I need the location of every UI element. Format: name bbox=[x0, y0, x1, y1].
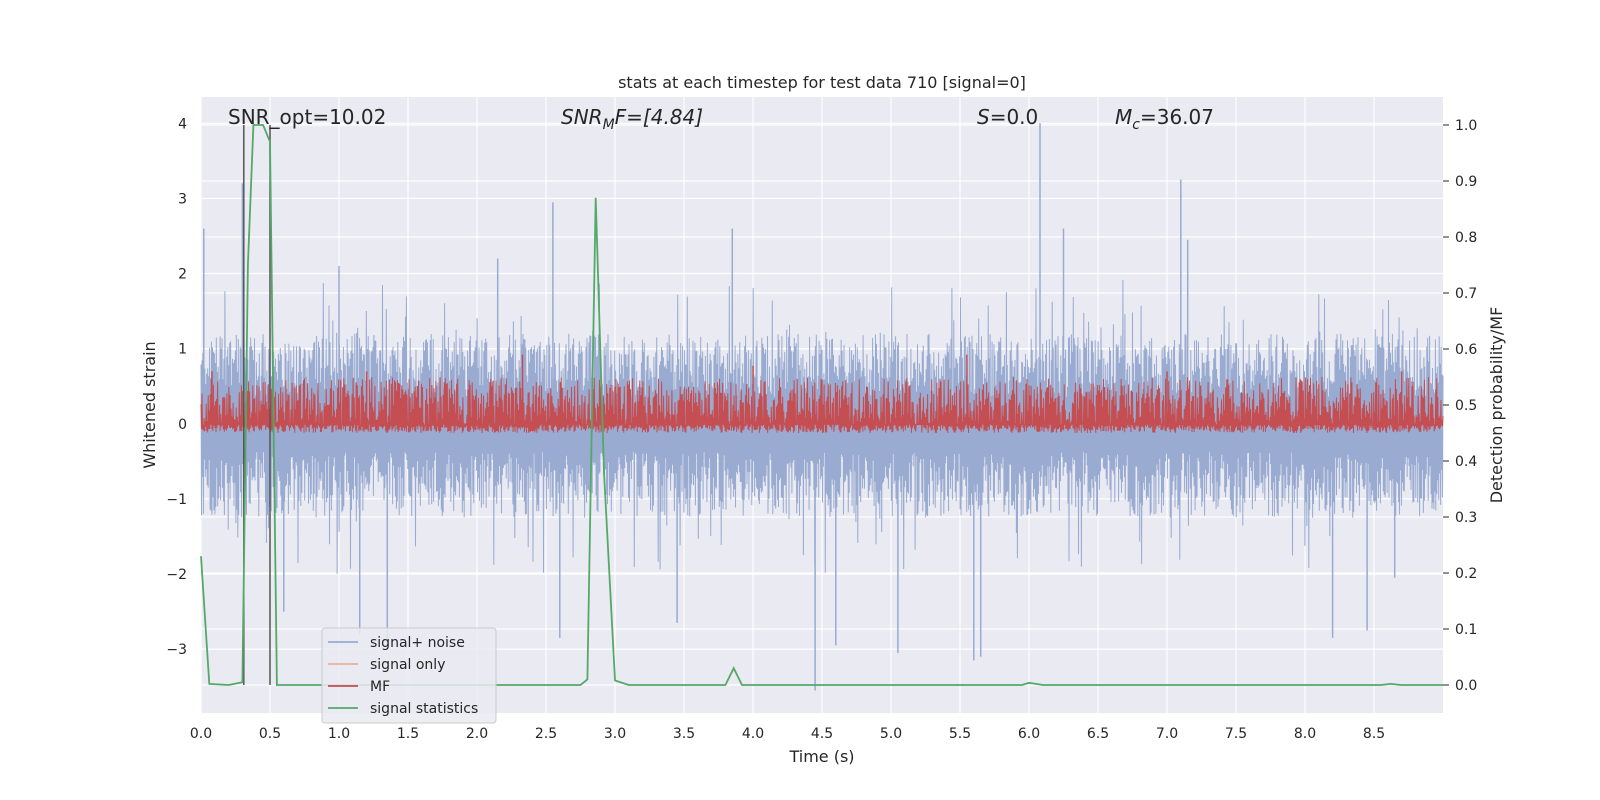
y-right-tick-label-6: 0.6 bbox=[1455, 342, 1477, 358]
y-right-axis-label: Detection probability/MF bbox=[1487, 307, 1506, 504]
x-tick-label-17: 8.5 bbox=[1363, 726, 1385, 742]
signal-noise-spikes bbox=[203, 123, 1396, 691]
y-left-axis-label: Whitened strain bbox=[140, 341, 159, 468]
x-tick-label-12: 6.0 bbox=[1018, 726, 1040, 742]
y-right-tick-label-8: 0.8 bbox=[1455, 230, 1477, 246]
s-annotation: S=0.0 bbox=[977, 105, 1038, 129]
x-axis-ticks: 0.0 0.5 1.0 1.5 2.0 2.5 3.0 3.5 4.0 4.5 5.0 5.5 6.0 6… bbox=[190, 726, 1385, 742]
y-left-tick-label-7: 4 bbox=[178, 116, 187, 132]
mc-symbol: M bbox=[1115, 105, 1132, 129]
y-left-tick-label-6: 3 bbox=[178, 191, 187, 207]
mc-rest: =36.07 bbox=[1140, 105, 1214, 129]
y-left-tick-label-5: 2 bbox=[178, 267, 187, 283]
y-right-tick-label-7: 0.7 bbox=[1455, 286, 1477, 302]
legend-label-signal-only: signal only bbox=[370, 657, 445, 673]
mf-series bbox=[200, 377, 1444, 434]
y-right-tick-label-2: 0.2 bbox=[1455, 566, 1477, 582]
x-tick-label-1: 0.5 bbox=[259, 726, 281, 742]
y-right-tick-label-10: 1.0 bbox=[1455, 118, 1477, 134]
x-tick-label-16: 8.0 bbox=[1294, 726, 1316, 742]
legend-label-signal-statistics: signal statistics bbox=[370, 701, 478, 717]
legend-label-signal-noise: signal+ noise bbox=[370, 635, 465, 651]
s-symbol: S bbox=[977, 105, 990, 129]
y-right-tick-label-5: 0.5 bbox=[1455, 398, 1477, 414]
y-left-tick-label-1: −2 bbox=[166, 567, 187, 583]
x-tick-label-10: 5.0 bbox=[880, 726, 902, 742]
snr-mf-symbol: SNR bbox=[561, 105, 603, 129]
y-right-tick-label-4: 0.4 bbox=[1455, 454, 1477, 470]
x-tick-label-0: 0.0 bbox=[190, 726, 212, 742]
y-left-tick-label-2: −1 bbox=[166, 492, 187, 508]
snr-mf-annotation: SNRMF=[4.84] bbox=[561, 105, 703, 133]
legend: signal+ noise signal only MF signal stat… bbox=[321, 627, 497, 724]
s-rest: =0.0 bbox=[990, 105, 1039, 129]
chart-title: stats at each timestep for test data 710… bbox=[618, 73, 1026, 92]
x-tick-label-8: 4.0 bbox=[742, 726, 764, 742]
snr-mf-rest: F=[4.84] bbox=[615, 105, 703, 129]
x-tick-label-11: 5.5 bbox=[949, 726, 971, 742]
series-layer bbox=[200, 123, 1444, 691]
snr-mf-subscript: M bbox=[603, 117, 615, 133]
x-tick-label-5: 2.5 bbox=[535, 726, 557, 742]
y-left-tick-label-0: −3 bbox=[166, 642, 187, 658]
x-axis-label: Time (s) bbox=[788, 747, 854, 766]
y-right-tick-label-9: 0.9 bbox=[1455, 174, 1477, 190]
y-right-axis-ticks: 0.0 0.1 0.2 0.3 0.4 0.5 0.6 0.7 0.8 0.9 1.0 bbox=[1443, 118, 1477, 694]
signal-noise-series bbox=[200, 280, 1444, 574]
x-tick-label-15: 7.5 bbox=[1225, 726, 1247, 742]
legend-box bbox=[321, 627, 497, 724]
y-left-tick-label-3: 0 bbox=[178, 417, 187, 433]
mc-annotation: Mc=36.07 bbox=[1115, 105, 1214, 133]
y-left-axis-ticks: −3 −2 −1 0 1 2 3 4 bbox=[166, 116, 187, 658]
x-tick-label-4: 2.0 bbox=[466, 726, 488, 742]
mc-subscript: c bbox=[1132, 117, 1140, 133]
x-tick-label-13: 6.5 bbox=[1087, 726, 1109, 742]
x-tick-label-6: 3.0 bbox=[604, 726, 626, 742]
x-tick-label-14: 7.0 bbox=[1156, 726, 1178, 742]
y-right-tick-label-3: 0.3 bbox=[1455, 510, 1477, 526]
x-tick-label-9: 4.5 bbox=[811, 726, 833, 742]
y-right-tick-label-1: 0.1 bbox=[1455, 622, 1477, 638]
y-left-tick-label-4: 1 bbox=[178, 342, 187, 358]
y-right-tick-label-0: 0.0 bbox=[1455, 678, 1477, 694]
x-tick-label-2: 1.0 bbox=[328, 726, 350, 742]
x-tick-label-7: 3.5 bbox=[673, 726, 695, 742]
signal-statistics-series bbox=[200, 124, 1443, 686]
x-tick-label-3: 1.5 bbox=[397, 726, 419, 742]
legend-label-mf: MF bbox=[370, 679, 390, 695]
snr-opt-annotation: SNR_opt=10.02 bbox=[228, 105, 386, 129]
